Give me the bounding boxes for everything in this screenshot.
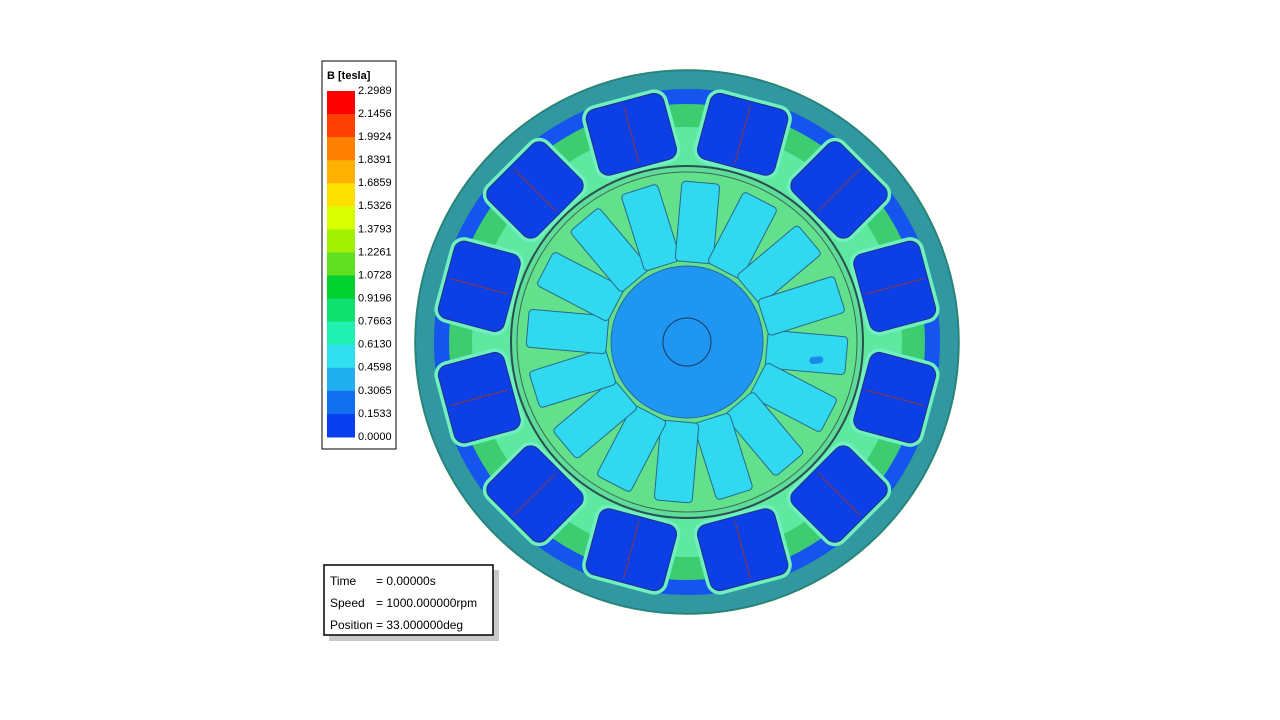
stator-slot [693,504,792,595]
rotor-bar-body [525,308,610,355]
legend-label: 0.9196 [358,293,392,305]
rotor-bar-body [653,419,700,504]
legend-title: B [tesla] [327,70,371,82]
coil-divider [623,105,640,164]
coil-divider [817,472,861,516]
stator-slot [786,137,892,243]
stator-slot [786,441,892,547]
legend-swatch [327,137,355,161]
info-value: = 0.00000s [376,574,436,588]
rotor-bar-body [570,208,649,292]
stator-slot [434,348,525,447]
stator-slot [482,137,588,243]
coil-divider [734,520,751,579]
coil-divider [623,520,640,579]
coil-divider [817,168,861,212]
info-value: = 1000.000000rpm [376,596,477,610]
coil-divider [734,105,751,164]
legend-swatch [327,160,355,184]
legend-label: 2.1456 [358,108,392,120]
legend-label: 0.3065 [358,385,392,397]
legend-label: 1.3793 [358,223,392,235]
legend-label: 0.1533 [358,408,392,420]
info-box: Time = 0.00000s Speed = 1000.000000rpmPosit… [323,564,499,641]
legend: B [tesla] 2.2989 2.1456 1.9924 1.8391 1.6859… [321,60,397,450]
info-frame [323,564,494,636]
legend-swatch [327,114,355,138]
legend-swatch [327,413,355,438]
legend-label: 1.0728 [358,269,392,281]
legend-swatch [327,252,355,277]
legend-label: 2.2989 [358,85,392,97]
legend-swatch [327,298,355,323]
info-label: Speed [330,596,365,610]
legend-swatch [327,367,355,392]
info-label: Position [330,618,373,632]
legend-label: 1.2261 [358,246,392,258]
rotor-bar-body [737,225,821,304]
rotor-bar-body [725,392,804,476]
legend-swatch [327,344,355,369]
legend-swatch [327,229,355,253]
rotor-bar-body [529,348,616,408]
coil-divider [450,389,509,406]
legend-label: 0.6130 [358,339,392,351]
rotor-bar-body [674,180,721,265]
legend-label: 1.8391 [358,154,392,166]
rotor-bar-body [750,362,837,432]
rotor-bar-body [693,413,753,500]
legend-swatch [327,91,355,115]
legend-label: 1.5326 [358,200,392,212]
stator-slot [582,89,681,180]
stator-slot [582,504,681,595]
stator-slot [434,237,525,336]
rotor-bar-body [764,329,849,376]
coil-divider [450,278,509,295]
coil-divider [513,472,557,516]
legend-label: 0.4598 [358,362,392,374]
coil-divider [865,389,924,406]
motor-cross-section [414,69,960,615]
legend-swatch [327,183,355,207]
legend-label: 1.9924 [358,131,392,143]
rotor-bar-body [707,192,777,279]
rotor-bar [758,276,845,365]
rotor-bar-body [597,405,667,492]
legend-swatch [327,390,355,415]
shaft [610,265,764,419]
coil-divider [865,278,924,295]
legend-label: 0.7663 [358,316,392,328]
rotor-bar-body [553,380,637,459]
legend-label: 1.6859 [358,177,392,189]
info-label: Time [330,574,357,588]
rotor-bar-body [621,184,681,271]
rotor-flux-hole [809,356,824,365]
rotor-bar-body [758,276,845,336]
legend-label: 0.0000 [358,431,392,443]
legend-swatch [327,275,355,300]
legend-swatch [327,206,355,230]
shaft-bore [662,317,712,367]
rotor-bar-body [537,252,624,322]
legend-swatch [327,321,355,346]
stator-slot [482,441,588,547]
info-value: = 33.000000deg [376,618,463,632]
stator-band [416,71,958,613]
coil-divider [513,168,557,212]
stator-slot [849,237,940,336]
stator-slot [693,89,792,180]
stator-slot [849,348,940,447]
